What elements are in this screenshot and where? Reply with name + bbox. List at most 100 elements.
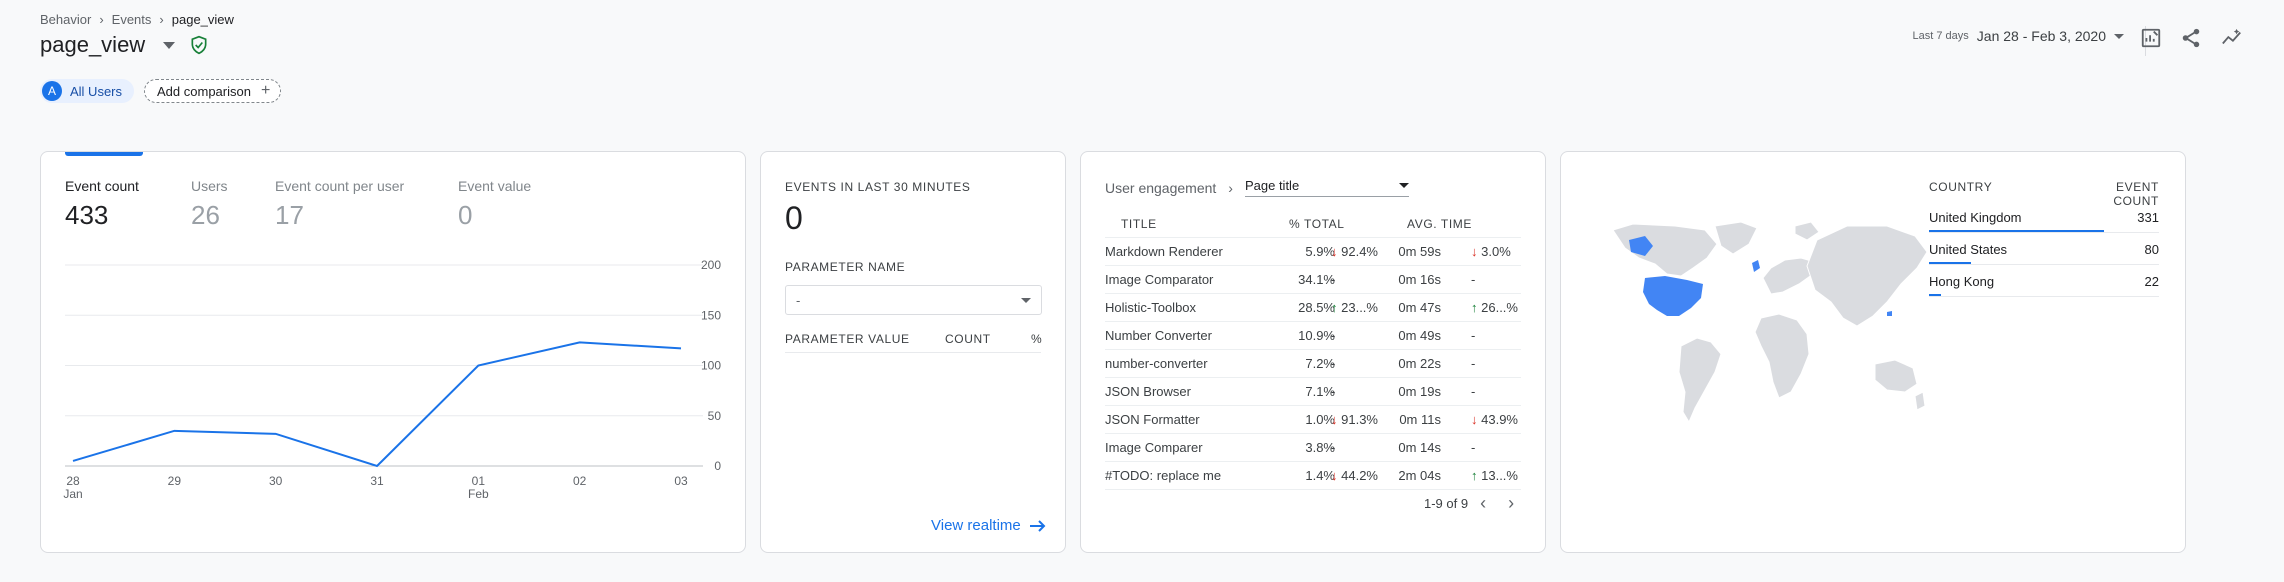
row-avg-time: 0m 59s (1398, 244, 1441, 259)
y-tick-label: 0 (714, 459, 721, 473)
breadcrumb-events[interactable]: Events (111, 12, 152, 27)
parameter-name-select[interactable]: - (785, 285, 1042, 315)
country-row[interactable]: United Kingdom 331 (1929, 210, 2159, 233)
map-country[interactable] (1678, 337, 1722, 424)
row-time-change: - (1471, 440, 1475, 455)
metric-tab-event-value[interactable]: Event value 0 (458, 178, 531, 231)
table-row[interactable]: Holistic-Toolbox 28.5% ↑ 23...% 0m 47s ↑ 26.… (1105, 294, 1521, 322)
row-title: number-converter (1105, 356, 1208, 371)
realtime-card: EVENTS IN LAST 30 MINUTES 0 PARAMETER NA… (760, 151, 1066, 553)
country-card: COUNTRY EVENT COUNT United Kingdom 331 Uni… (1560, 151, 2186, 553)
row-time-change: ↓ 43.9% (1471, 412, 1518, 427)
row-avg-time: 0m 22s (1398, 356, 1441, 371)
x-tick-label: 30 (269, 474, 283, 488)
metric-tab-event-count-per-user[interactable]: Event count per user 17 (275, 178, 404, 231)
row-pct-total: 7.2% (1305, 356, 1335, 371)
row-title: JSON Formatter (1105, 412, 1200, 427)
parameter-name-label: PARAMETER NAME (785, 260, 906, 274)
map-country-highlight[interactable] (1629, 236, 1653, 256)
row-avg-time-text: 2m 04s (1398, 468, 1441, 483)
country-share-bar (1929, 294, 1942, 296)
metric-label: Event count (65, 178, 139, 194)
row-title: JSON Browser (1105, 384, 1191, 399)
row-time-change-text: 3.0% (1481, 244, 1511, 259)
engagement-title[interactable]: User engagement (1105, 179, 1217, 196)
customize-report-icon[interactable] (2140, 27, 2162, 49)
header-actions (2140, 27, 2244, 49)
table-row[interactable]: Markdown Renderer 5.9% ↓ 92.4% 0m 59s ↓ 3.0% (1105, 238, 1521, 266)
share-icon[interactable] (2180, 27, 2202, 49)
x-tick-label: 01 (472, 474, 486, 488)
row-pct-change: - (1331, 384, 1335, 399)
chevron-right-icon: › (159, 12, 164, 27)
all-users-chip[interactable]: A All Users (40, 79, 135, 103)
y-tick-label: 150 (701, 308, 721, 322)
country-row[interactable]: United States 80 (1929, 242, 2159, 265)
row-avg-time: 0m 47s (1398, 300, 1441, 315)
date-range-picker[interactable]: Last 7 days Jan 28 - Feb 3, 2020 (1913, 28, 2124, 44)
realtime-heading: EVENTS IN LAST 30 MINUTES (785, 180, 971, 194)
table-row[interactable]: JSON Formatter 1.0% ↓ 91.3% 0m 11s ↓ 43.9% (1105, 406, 1521, 434)
data-point[interactable] (371, 460, 383, 472)
table-row[interactable]: #TODO: replace me 1.4% ↓ 44.2% 2m 04s ↑ 13..… (1105, 462, 1521, 490)
map-country[interactable] (1612, 223, 1718, 277)
x-tick-label: 03 (674, 474, 688, 488)
map-country[interactable] (1874, 359, 1918, 393)
row-avg-time-text: 0m 59s (1398, 244, 1441, 259)
insights-icon[interactable] (2220, 27, 2244, 49)
map-country[interactable] (1714, 222, 1758, 255)
data-point[interactable] (675, 342, 687, 354)
add-comparison-label: Add comparison (157, 83, 251, 99)
active-tab-indicator (65, 152, 143, 156)
data-point[interactable] (270, 428, 282, 440)
metric-value: 433 (65, 200, 109, 230)
map-country-highlight[interactable] (1643, 276, 1703, 316)
row-pct-change: - (1331, 272, 1335, 287)
table-row[interactable]: Number Converter 10.9% -0m 49s - (1105, 322, 1521, 350)
pagination: 1-9 of 9 ‹ › (1424, 493, 1514, 514)
row-title-text: Holistic-Toolbox (1105, 300, 1197, 315)
dimension-select[interactable]: Page title (1244, 178, 1409, 197)
breadcrumb-current: page_view (171, 12, 234, 27)
table-row[interactable]: number-converter 7.2% -0m 22s - (1105, 350, 1521, 378)
add-comparison-button[interactable]: Add comparison + (144, 79, 282, 103)
metric-tab-event-count[interactable]: Event count 433 (65, 178, 139, 231)
country-row[interactable]: Hong Kong 22 (1929, 274, 2159, 297)
metric-value: 17 (275, 200, 304, 230)
map-country[interactable] (1806, 225, 1928, 327)
table-row[interactable]: JSON Browser 7.1% -0m 19s - (1105, 378, 1521, 406)
data-point[interactable] (472, 360, 484, 372)
row-avg-time-text: 0m 11s (1399, 412, 1441, 427)
table-row[interactable]: Image Comparer 3.8% -0m 14s - (1105, 434, 1521, 462)
row-pct-total-text: 28.5% (1298, 300, 1335, 315)
map-country[interactable] (1762, 257, 1816, 295)
divider (1929, 232, 2159, 233)
row-pct-change: ↑ 23...% (1331, 300, 1378, 315)
map-country[interactable] (1754, 313, 1810, 399)
view-realtime-label: View realtime (931, 517, 1021, 534)
row-pct-total: 28.5% (1298, 300, 1335, 315)
breadcrumb-behavior[interactable]: Behavior (40, 12, 92, 27)
metric-label: Event count per user (275, 178, 405, 194)
map-country-highlight[interactable] (1887, 311, 1892, 316)
country-count: 22 (2144, 274, 2159, 289)
table-row[interactable]: Image Comparator 34.1% -0m 16s - (1105, 266, 1521, 294)
caret-down-icon[interactable] (163, 41, 176, 49)
dimension-select-value: Page title (1244, 178, 1300, 193)
map-country-highlight[interactable] (1752, 260, 1760, 272)
row-pct-total: 34.1% (1298, 272, 1335, 287)
chevron-right-icon: › (1228, 179, 1233, 196)
row-title: #TODO: replace me (1105, 468, 1221, 483)
map-country[interactable] (1794, 222, 1820, 241)
data-point[interactable] (67, 455, 79, 467)
series-line (72, 341, 682, 468)
row-time-change-text: - (1471, 328, 1476, 343)
comparison-chips: A All Users Add comparison + (40, 79, 282, 103)
chevron-left-icon[interactable]: ‹ (1480, 493, 1487, 513)
metric-tab-users[interactable]: Users 26 (191, 178, 228, 231)
chevron-right-icon[interactable]: › (1508, 493, 1515, 513)
view-realtime-link[interactable]: View realtime (931, 517, 1047, 534)
data-point[interactable] (168, 425, 180, 437)
data-point[interactable] (574, 336, 586, 348)
map-country[interactable] (1914, 391, 1926, 411)
